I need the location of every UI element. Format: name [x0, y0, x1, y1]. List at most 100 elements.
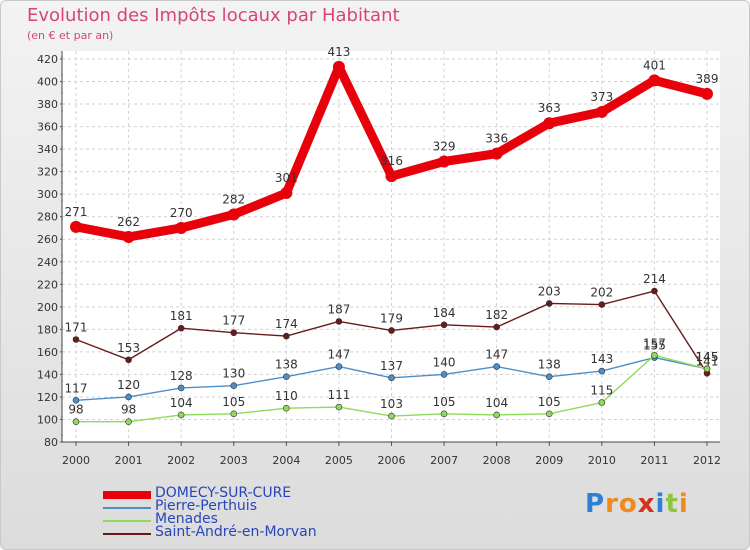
data-label: 179: [380, 311, 403, 325]
data-label: 413: [327, 45, 350, 59]
data-label: 145: [696, 350, 719, 364]
data-point: [598, 301, 606, 308]
data-label: 110: [275, 389, 298, 403]
series-lines: [70, 60, 713, 426]
data-label: 147: [327, 348, 350, 362]
logo-letter: t: [665, 489, 679, 519]
logo-letter: x: [637, 489, 656, 519]
data-point: [493, 411, 500, 419]
data-label: 203: [538, 284, 561, 298]
data-label: 104: [170, 396, 193, 410]
legend-item: DOMECY-SUR-CURE: [103, 485, 363, 501]
data-label: 329: [433, 140, 456, 154]
data-label: 262: [117, 215, 140, 229]
logo-letter: i: [678, 489, 689, 519]
x-tick-label: 2004: [272, 454, 300, 467]
logo-letter: o: [618, 489, 638, 519]
y-tick-label: 320: [37, 166, 58, 179]
data-label: 130: [222, 367, 245, 381]
x-tick-label: 2009: [535, 454, 563, 467]
data-label: 155: [643, 339, 666, 353]
data-point: [493, 363, 500, 370]
proxiti-logo: Proxiti: [585, 489, 689, 519]
data-point: [283, 332, 290, 340]
data-point: [438, 155, 451, 168]
x-tick-label: 2010: [588, 454, 616, 467]
data-label: 363: [538, 101, 561, 115]
data-point: [648, 74, 661, 87]
data-label: 141: [696, 354, 719, 368]
data-label: 389: [696, 72, 719, 86]
data-label: 171: [65, 320, 88, 334]
data-point: [335, 318, 343, 325]
legend-label: Menades: [155, 511, 218, 527]
x-tick-label: 2000: [62, 454, 90, 467]
y-tick-label: 80: [44, 436, 58, 449]
y-tick-label: 100: [37, 413, 58, 426]
data-label: 181: [170, 309, 193, 323]
data-label: 157: [643, 336, 666, 350]
x-tick-label: 2002: [167, 454, 195, 467]
y-tick-label: 380: [37, 98, 58, 111]
y-tick-label: 260: [37, 233, 58, 246]
x-tick-label: 2006: [378, 454, 406, 467]
logo-letter: i: [655, 489, 666, 519]
x-tick-label: 2012: [693, 454, 721, 467]
x-tick-label: 2008: [483, 454, 511, 467]
data-label: 137: [380, 359, 403, 373]
data-label: 184: [433, 306, 456, 320]
legend-item: Pierre-Perthuis: [103, 498, 363, 514]
axes: 80 100 120 140 160 180 200 220 240 260 280 300 320 34…: [37, 51, 721, 467]
data-label: 271: [65, 205, 88, 219]
x-tick-label: 2011: [640, 454, 668, 467]
y-tick-label: 240: [37, 256, 58, 269]
legend-item: Saint-André-en-Morvan: [103, 524, 363, 540]
data-point: [493, 323, 500, 331]
data-point: [177, 324, 185, 332]
chart-subtitle: (en € et par an): [27, 29, 114, 42]
data-point: [332, 60, 345, 73]
data-label: 182: [485, 308, 508, 322]
y-tick-label: 160: [37, 346, 58, 359]
y-tick-label: 400: [37, 76, 58, 89]
data-point: [595, 105, 608, 118]
data-label: 177: [222, 314, 245, 328]
data-label: 316: [380, 154, 403, 168]
data-point: [72, 397, 80, 404]
data-point: [651, 351, 658, 359]
y-tick-label: 140: [37, 368, 58, 381]
x-tick-label: 2007: [430, 454, 458, 467]
data-point: [122, 230, 135, 243]
data-label: 143: [590, 352, 613, 366]
data-label: 128: [170, 369, 193, 383]
data-labels: 271 262 270 282 301 413 316 329 336 363 373 401 389 1…: [65, 45, 719, 417]
data-label: 174: [275, 317, 298, 331]
data-label: 336: [485, 132, 508, 146]
data-point: [227, 208, 240, 221]
data-label: 187: [327, 302, 350, 316]
legend-label: Saint-André-en-Morvan: [155, 524, 317, 540]
data-point: [598, 399, 606, 406]
data-point: [701, 87, 713, 100]
data-label: 138: [538, 358, 561, 372]
y-tick-label: 120: [37, 391, 58, 404]
data-label: 214: [643, 272, 666, 286]
x-tick-label: 2003: [220, 454, 248, 467]
data-label: 147: [485, 348, 508, 362]
data-point: [125, 393, 132, 401]
data-point: [335, 363, 343, 370]
y-tick-label: 420: [37, 53, 58, 66]
data-point: [651, 287, 658, 295]
x-tick-label: 2005: [325, 454, 353, 467]
data-point: [230, 329, 238, 337]
data-point: [545, 300, 553, 307]
legend-swatch: [103, 520, 151, 522]
data-point: [440, 371, 448, 378]
data-label: 140: [433, 355, 456, 369]
data-label: 153: [117, 341, 140, 355]
data-point: [490, 147, 503, 160]
data-point: [177, 384, 185, 392]
chart-title: Evolution des Impôts locaux par Habitant: [27, 5, 400, 26]
data-label: 105: [538, 395, 561, 409]
